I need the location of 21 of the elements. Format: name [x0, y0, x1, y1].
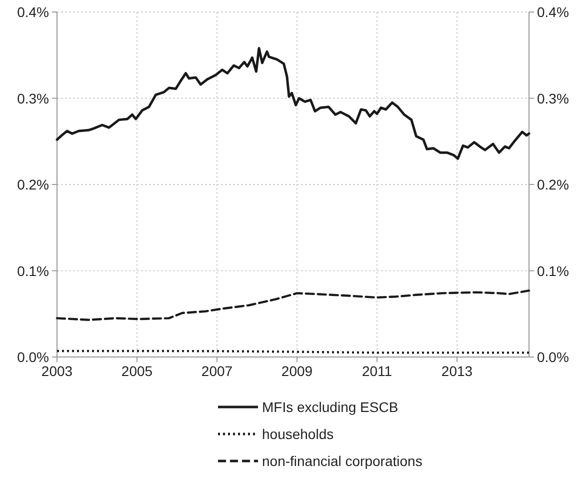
y2-tick-label: 0.4% — [537, 4, 569, 20]
y2-tick-label: 0.2% — [537, 176, 569, 192]
y2-tick-label: 0.3% — [537, 90, 569, 106]
y-tick-label: 0.0% — [17, 349, 49, 365]
line-series — [56, 46, 530, 160]
x-tick-label: 2005 — [121, 363, 153, 379]
x-tick-label: 2003 — [41, 363, 73, 379]
line-series — [56, 289, 530, 322]
y-tick-label: 0.1% — [17, 262, 49, 279]
y2-tick-label: 0.0% — [537, 349, 569, 365]
y-tick-label: 0.4% — [17, 4, 49, 20]
y2-tick-label: 0.1% — [537, 262, 569, 279]
legend-label: households — [262, 426, 334, 442]
legend-label: non-financial corporations — [262, 453, 422, 469]
y-tick-label: 0.2% — [17, 176, 49, 192]
x-tick-label: 2009 — [281, 363, 313, 379]
x-tick-label: 2013 — [441, 363, 473, 379]
x-tick-label: 2007 — [201, 363, 233, 379]
y-tick-label: 0.3% — [17, 90, 49, 106]
x-tick-label: 2011 — [362, 363, 392, 379]
legend-label: MFIs excluding ESCB — [262, 399, 398, 415]
